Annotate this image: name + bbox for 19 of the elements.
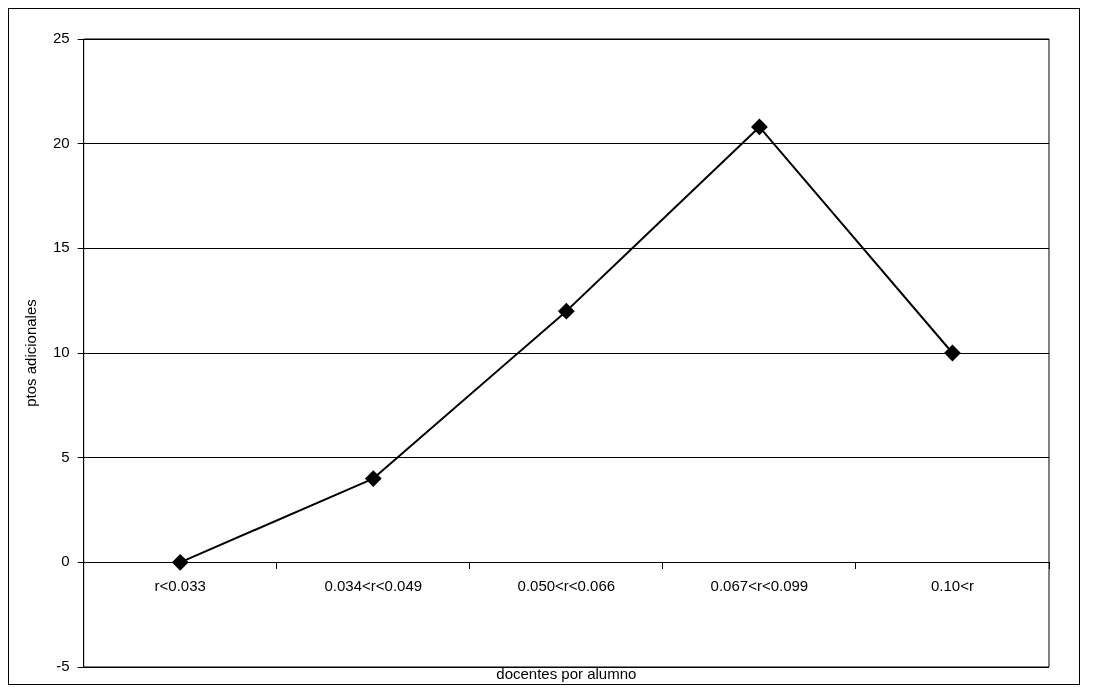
y-tick-label: 5 xyxy=(61,447,70,465)
x-tick-label: 0.067<r<0.099 xyxy=(710,577,809,595)
y-tick-label: 10 xyxy=(53,343,70,361)
x-tick-label: r<0.033 xyxy=(154,577,206,595)
y-tick-label: 20 xyxy=(53,133,70,151)
y-tick-label: 15 xyxy=(53,238,70,256)
x-axis-title: docentes por alumno xyxy=(496,665,637,683)
y-axis-title: ptos adicionales xyxy=(22,299,40,407)
point xyxy=(558,303,575,320)
x-tick-label: 0.10<r xyxy=(930,577,974,595)
y-tick-label: 0 xyxy=(61,552,70,570)
point xyxy=(172,554,189,571)
y-tick-label: -5 xyxy=(56,657,70,675)
y-tick-label: 25 xyxy=(53,29,70,47)
x-tick-label: 0.034<r<0.049 xyxy=(324,577,423,595)
point xyxy=(751,118,768,135)
x-tick-label: 0.050<r<0.066 xyxy=(517,577,616,595)
point xyxy=(365,470,382,487)
point xyxy=(944,345,961,361)
